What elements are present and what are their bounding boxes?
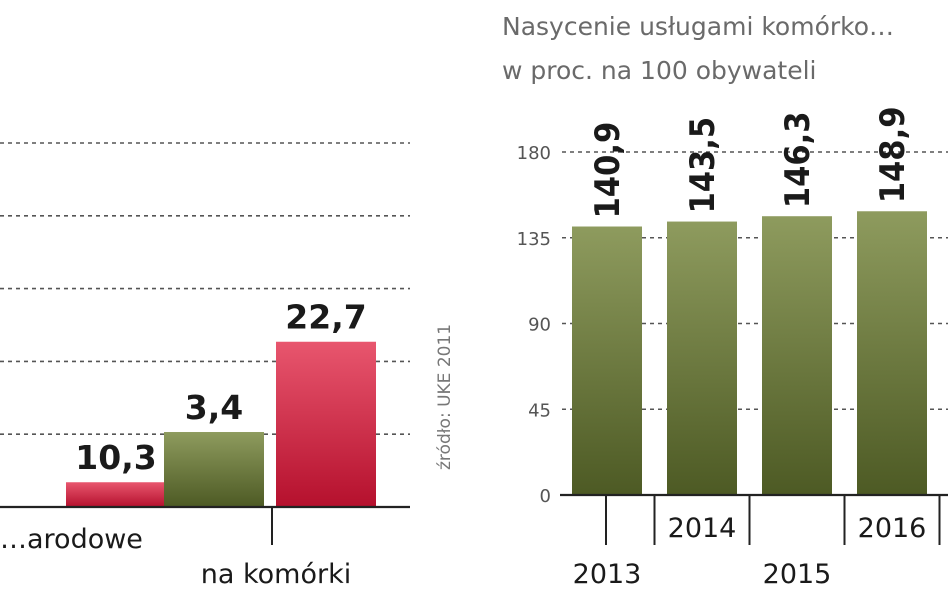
left-bar [276, 341, 376, 507]
left-category-label: na komórki [201, 559, 352, 590]
right-value-label: 140,9 [588, 122, 628, 219]
source-note: źródło: UKE 2011 [435, 324, 455, 470]
right-category-label: 2013 [573, 559, 642, 590]
left-value-label: 10,3 [75, 438, 156, 477]
left-category-label: …arodowe [0, 524, 143, 555]
right-value-label: 143,5 [683, 117, 723, 214]
right-chart-title: Nasycenie usługami komórko… [502, 12, 894, 41]
right-value-label: 146,3 [778, 111, 818, 208]
right-bar [667, 221, 737, 495]
left-chart: 10,3 3,4 22,7 …arodowe na komórki [0, 142, 410, 590]
right-chart: Nasycenie usługami komórko… w proc. na 1… [502, 12, 948, 590]
left-value-label: 3,4 [185, 388, 243, 427]
right-bar [762, 216, 832, 495]
right-value-label: 148,9 [873, 106, 913, 203]
right-category-label: 2016 [858, 513, 927, 544]
right-category-label: 2015 [763, 559, 832, 590]
right-chart-subtitle: w proc. na 100 obywateli [502, 56, 817, 85]
right-y-tick-label: 135 [517, 229, 551, 250]
right-y-tick-label: 90 [528, 315, 551, 336]
right-bar [572, 226, 642, 496]
left-bar [164, 432, 264, 507]
right-bar [857, 211, 927, 496]
right-y-tick-label: 180 [517, 143, 551, 164]
left-bar [66, 482, 166, 507]
left-value-label: 22,7 [285, 298, 366, 337]
right-category-label: 2014 [668, 513, 737, 544]
right-y-tick-label: 0 [540, 486, 551, 507]
right-y-tick-label: 45 [528, 400, 551, 421]
